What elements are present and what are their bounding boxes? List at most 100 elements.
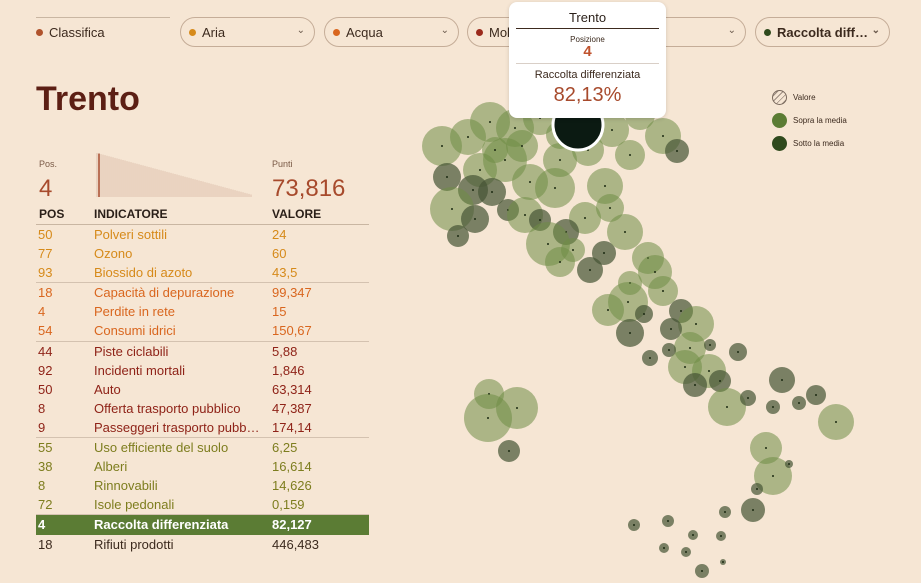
column-header-valore: VALORE (272, 207, 322, 221)
table-row[interactable]: 77 Ozono 60 (36, 244, 369, 263)
table-row[interactable]: 55 Uso efficiente del suolo 6,25 (36, 437, 369, 457)
city-dot (627, 301, 629, 303)
city-dot (559, 261, 561, 263)
city-dot (680, 310, 682, 312)
city-dot (668, 349, 670, 351)
table-row[interactable]: 72 Isole pedonali 0,159 (36, 495, 369, 514)
city-dot (722, 561, 724, 563)
table-row[interactable]: 54 Consumi idrici 150,67 (36, 321, 369, 340)
city-dot (539, 219, 541, 221)
city-dot (624, 231, 626, 233)
city-dot (719, 380, 721, 382)
map-tooltip: Trento Posizione 4 Raccolta differenziat… (509, 2, 666, 118)
city-dot (765, 447, 767, 449)
table-row[interactable]: 92 Incidenti mortali 1,846 (36, 361, 369, 380)
row-pos: 50 (38, 227, 53, 242)
table-row[interactable]: 9 Passeggeri trasporto pubb… 174,14 (36, 418, 369, 437)
city-dot (554, 187, 556, 189)
row-indicator: Alberi (94, 459, 128, 475)
city-dot (451, 208, 453, 210)
city-dot (629, 332, 631, 334)
city-dot (524, 214, 526, 216)
city-dot (584, 217, 586, 219)
city-dot (737, 351, 739, 353)
legend-label: Sopra la media (793, 116, 847, 125)
indicator-table: 50 Polveri sottili 24 77 Ozono 60 93 Biossido d… (36, 224, 369, 554)
row-value: 1,846 (272, 362, 305, 378)
city-dot (504, 159, 506, 161)
city-dot (516, 407, 518, 409)
row-indicator: Ozono (94, 246, 133, 262)
tooltip-position-label: Posizione (570, 35, 605, 44)
row-value: 5,88 (272, 343, 298, 359)
row-value: 150,67 (272, 323, 312, 339)
tab-aria[interactable]: Aria ⌄ (180, 17, 315, 47)
row-value: 16,614 (272, 459, 312, 475)
city-dot (457, 235, 459, 237)
city-dot (815, 394, 817, 396)
tooltip-indicator: Raccolta differenziata (534, 69, 641, 81)
city-dot (479, 169, 481, 171)
city-dot (695, 323, 697, 325)
tab-classifica[interactable]: Classifica (36, 17, 170, 47)
row-indicator: Capacità di depurazione (94, 285, 235, 301)
city-dot (689, 347, 691, 349)
city-dot (494, 149, 496, 151)
table-row[interactable]: 38 Alberi 16,614 (36, 457, 369, 476)
city-dot (798, 402, 800, 404)
row-value: 99,347 (272, 285, 312, 301)
row-value: 0,159 (272, 497, 305, 513)
table-row[interactable]: 44 Piste ciclabili 5,88 (36, 340, 369, 361)
table-row[interactable]: 18 Rifiuti prodotti 446,483 (36, 535, 369, 554)
city-dot (514, 127, 516, 129)
tooltip-value: 82,13% (553, 84, 622, 106)
pos-label: Pos. (39, 159, 58, 169)
row-pos: 54 (38, 323, 53, 339)
aria-dot-icon (189, 28, 196, 36)
tab-rifiuti[interactable]: Raccolta diff… ⌄ (755, 17, 890, 47)
city-dot (649, 357, 651, 359)
city-dot (487, 417, 489, 419)
table-row[interactable]: 50 Polveri sottili 24 (36, 225, 369, 244)
table-row[interactable]: 18 Capacità di depurazione 99,347 (36, 282, 369, 302)
tab-label: Acqua (346, 24, 383, 40)
city-dot (720, 535, 722, 537)
city-dot (446, 176, 448, 178)
row-indicator: Auto (94, 381, 121, 397)
row-indicator: Offerta trasporto pubblico (94, 400, 241, 416)
city-dot (781, 379, 783, 381)
city-dot (559, 159, 561, 161)
table-row[interactable]: 8 Rinnovabili 14,626 (36, 476, 369, 495)
punti-label: Punti (272, 159, 293, 169)
city-dot (772, 406, 774, 408)
city-dot (708, 370, 710, 372)
tab-acqua[interactable]: Acqua ⌄ (324, 17, 459, 47)
column-header-indicatore: INDICATORE (94, 207, 168, 221)
row-pos: 72 (38, 497, 53, 513)
position-histogram (96, 153, 252, 197)
city-dot (607, 309, 609, 311)
pos-value: 4 (39, 175, 53, 202)
city-dot (489, 121, 491, 123)
row-pos: 8 (38, 478, 46, 494)
table-row[interactable]: 93 Biossido di azoto 43,5 (36, 263, 369, 282)
city-dot (667, 520, 669, 522)
row-value: 63,314 (272, 381, 312, 397)
table-row[interactable]: 4 Raccolta differenziata 82,127 (36, 514, 369, 535)
table-row[interactable]: 50 Auto 63,314 (36, 380, 369, 399)
row-value: 15 (272, 304, 287, 320)
tab-label: Raccolta diff… (777, 24, 869, 40)
city-dot (724, 511, 726, 513)
chevron-down-icon: ⌄ (440, 25, 449, 36)
tooltip-city: Trento (568, 10, 607, 25)
row-indicator: Raccolta differenziata (94, 517, 229, 533)
row-pos: 18 (38, 536, 53, 552)
city-dot (441, 145, 443, 147)
chevron-down-icon: ⌄ (727, 25, 736, 36)
table-row[interactable]: 4 Perdite in rete 15 (36, 302, 369, 321)
city-dot (701, 570, 703, 572)
table-row[interactable]: 8 Offerta trasporto pubblico 47,387 (36, 399, 369, 418)
city-dot (756, 488, 758, 490)
row-indicator: Incidenti mortali (94, 362, 186, 378)
